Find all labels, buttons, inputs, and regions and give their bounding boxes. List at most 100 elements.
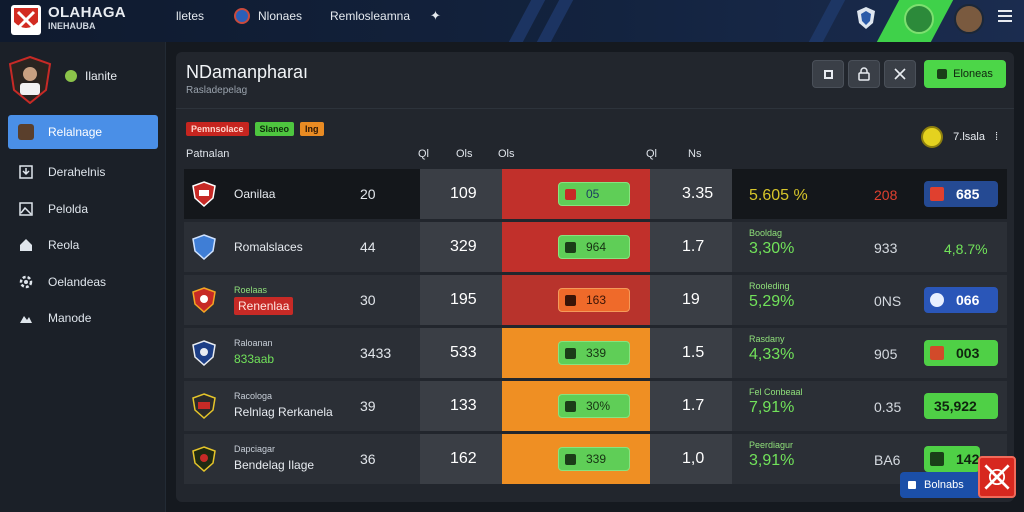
rating-badge[interactable]: 685 [924, 181, 998, 207]
filter-chip-2[interactable]: Slaneo [254, 122, 295, 136]
column-header-4[interactable]: Ql [646, 148, 657, 160]
mountain-icon [18, 310, 34, 326]
flag-icon [565, 241, 576, 253]
stat-2: 109 [450, 185, 477, 202]
decor-stripe [536, 0, 574, 42]
sparkle-icon[interactable]: ✦ [430, 8, 441, 23]
team-name: Renenlaa [234, 297, 294, 315]
team-crest-icon [192, 340, 216, 366]
sidebar: Ilanite Relalnage Derahelnis Pelolda Reo… [0, 42, 166, 512]
team-name: Romalslaces [234, 240, 303, 254]
column-header-2[interactable]: Ols [456, 148, 473, 160]
table-row[interactable]: Roelaas Renenlaa 30 195 163 19 Rooleding… [184, 275, 1007, 325]
table-row[interactable]: Racologa Relnlag Rerkanela 39 133 30% 1.… [184, 381, 1007, 431]
team-subtitle: Dapciagar [234, 444, 276, 454]
rating-value: 685 [956, 186, 980, 202]
stat-3: 1,0 [682, 450, 705, 467]
table-row[interactable]: Dapciagar Bendelag Ilage 36 162 339 1,0 … [184, 434, 1007, 484]
rating-value: 35,922 [934, 398, 977, 414]
check-icon [937, 69, 948, 79]
divider [176, 108, 1014, 109]
download-icon [18, 164, 34, 180]
rating-badge[interactable]: 142 [924, 446, 980, 472]
stat-3: 19 [682, 291, 700, 308]
sidebar-item-label: Oelandeas [48, 275, 107, 289]
brand-logo-icon[interactable] [10, 4, 42, 36]
stat-3: 3.35 [682, 185, 714, 202]
primary-button-label: Eloneas [953, 68, 993, 80]
column-header-5[interactable]: Ns [688, 148, 702, 160]
sidebar-item-1[interactable]: Relalnage [8, 115, 158, 149]
nav-link-1[interactable]: lletes [176, 9, 205, 23]
stop-button[interactable] [812, 60, 844, 88]
filter-chip-1[interactable]: Pemnsolace [186, 122, 249, 136]
floating-action-button[interactable]: Bolnabs [900, 472, 986, 498]
avatar[interactable] [904, 4, 934, 34]
column-header-team[interactable]: Patnalan [186, 148, 230, 160]
user-avatar[interactable] [954, 4, 984, 34]
sidebar-item-label: Pelolda [48, 202, 89, 216]
stat-column [420, 275, 502, 325]
avatar-icon [18, 124, 34, 140]
team-subtitle: Roelaas [234, 285, 268, 295]
team-crest-icon[interactable] [8, 56, 52, 104]
stat-column [650, 381, 732, 431]
score-pill[interactable]: 163 [558, 288, 630, 312]
stat-column [420, 169, 502, 219]
score-pill-value: 964 [586, 240, 607, 254]
table-row[interactable]: Romalslaces 44 329 964 1.7 Booldag 3,30%… [184, 222, 1007, 272]
sidebar-item-label: Reola [48, 238, 80, 252]
primary-action-button[interactable]: Eloneas [924, 60, 1006, 88]
menu-icon[interactable] [998, 10, 1012, 22]
nav-link-3[interactable]: Remlosleamna [330, 9, 411, 23]
lock-button[interactable] [848, 60, 880, 88]
percent-value: 3,30% [749, 240, 795, 257]
column-header-3[interactable]: Ols [498, 148, 515, 160]
table-header: Patnalan Ql Ols Ols Ql Ns [176, 148, 1014, 164]
sidebar-item-2[interactable]: Derahelnis [8, 155, 158, 189]
team-name: 833aab [234, 352, 275, 366]
table-row[interactable]: Raloanan 833aab 3433 533 339 1.5 Rasdany… [184, 328, 1007, 378]
score-pill[interactable]: 05 [558, 182, 630, 206]
filter-chip-3[interactable]: Ing [300, 122, 324, 136]
team-subtitle: Raloanan [234, 338, 273, 348]
badge-icon [930, 452, 944, 466]
sidebar-item-4[interactable]: Reola [8, 228, 158, 262]
rating-value: 003 [956, 345, 980, 361]
team-name: Oanilaa [234, 187, 276, 201]
stat-3: 1.5 [682, 344, 705, 361]
shield-icon[interactable] [856, 6, 876, 30]
score-pill-value: 05 [586, 187, 600, 201]
score-pill[interactable]: 339 [558, 341, 630, 365]
standings-panel: NDamanpharaı Rasladepelag Eloneas Pemnso… [176, 52, 1014, 502]
rating-badge[interactable]: 35,922 [924, 393, 998, 419]
score-pill-value: 163 [586, 293, 607, 307]
stat-column [650, 328, 732, 378]
trophy-icon [921, 126, 944, 148]
score-pill[interactable]: 30% [558, 394, 630, 418]
percent-value: 5,29% [749, 293, 795, 310]
stat-column [420, 381, 502, 431]
sidebar-item-5[interactable]: Oelandeas [8, 265, 158, 299]
tools-button[interactable] [884, 60, 916, 88]
score-pill[interactable]: 339 [558, 447, 630, 471]
table-row[interactable]: Oanilaa 20 109 05 3.35 5.605 % 208 685 [184, 169, 1007, 219]
percent-label: Booldag [749, 228, 783, 238]
score-pill[interactable]: 964 [558, 235, 630, 259]
corner-logo-icon[interactable] [978, 456, 1016, 498]
filter-chips: Pemnsolace Slaneo Ing [186, 122, 324, 136]
stat-2: 329 [450, 238, 477, 255]
column-header-1[interactable]: Ql [418, 148, 429, 160]
count-summary: 7.lsala ⁞ [921, 126, 998, 148]
sidebar-item-3[interactable]: Pelolda [8, 192, 158, 226]
rating-badge[interactable]: 003 [924, 340, 998, 366]
stat-1: 3433 [360, 345, 392, 361]
team-crest-icon [192, 287, 216, 313]
info-icon[interactable]: ⁞ [994, 131, 998, 143]
flag-icon [565, 453, 576, 465]
sidebar-item-6[interactable]: Manode [8, 301, 158, 335]
nav-link-2[interactable]: Nlonaes [258, 9, 303, 23]
team-status-icon [65, 70, 77, 82]
team-crest-icon [192, 393, 216, 419]
rating-badge[interactable]: 066 [924, 287, 998, 313]
